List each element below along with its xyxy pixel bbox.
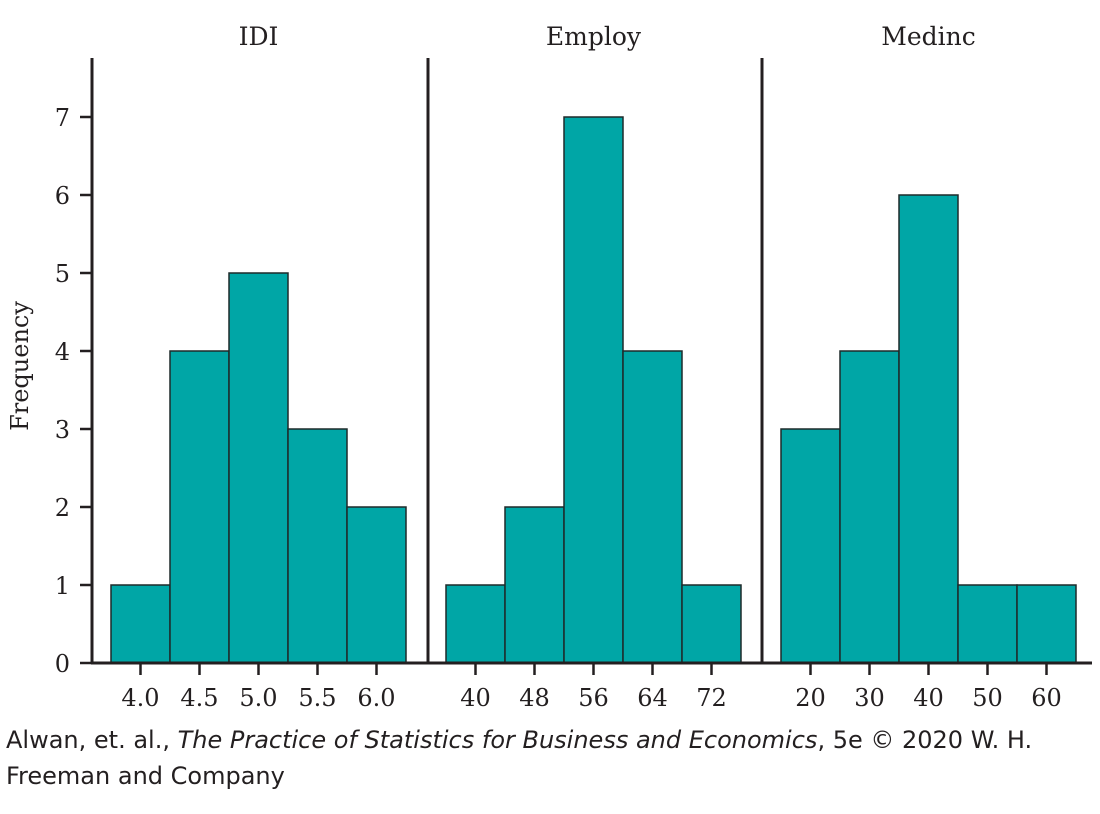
histogram-bar [898,194,959,664]
y-axis-label: Frequency [6,301,34,431]
x-tick-label: 48 [519,684,550,712]
histogram-bar [681,584,742,664]
histogram-bar [1016,584,1077,664]
y-tick-label: 1 [55,572,70,600]
panel-title: IDI [239,22,279,51]
panel-title: Medinc [881,22,976,51]
histogram-bar [110,584,171,664]
histogram-bar [839,350,900,664]
x-tick-label: 40 [460,684,491,712]
histogram-bar [445,584,506,664]
credit-book-title: The Practice of Statistics for Business … [177,726,818,754]
x-tick-label: 72 [696,684,727,712]
histogram-bar [287,428,348,664]
y-tick-label: 3 [55,416,70,444]
credit-authors: Alwan, et. al., [6,726,178,754]
histogram-bar [169,350,230,664]
histogram-bar [563,116,624,664]
histogram-bar [780,428,841,664]
y-tick-label: 6 [55,182,70,210]
x-tick-label: 5.0 [239,684,277,712]
x-tick-label: 4.5 [180,684,218,712]
credit-edition-publisher: , 5e © 2020 W. H. Freeman and Company [6,726,1033,790]
y-tick-label: 4 [55,338,70,366]
x-tick-label: 4.0 [121,684,159,712]
x-tick-label: 64 [637,684,668,712]
y-tick-label: 5 [55,260,70,288]
x-tick-label: 20 [795,684,826,712]
panel-title: Employ [546,22,642,51]
y-tick-label: 0 [55,650,70,678]
histogram-bar [346,506,407,664]
x-tick-label: 60 [1031,684,1062,712]
histogram-bar [622,350,683,664]
y-tick-label: 7 [55,104,70,132]
y-tick-label: 2 [55,494,70,522]
x-tick-label: 50 [972,684,1003,712]
source-credit: Alwan, et. al., The Practice of Statisti… [6,722,1096,794]
x-tick-label: 40 [913,684,944,712]
x-tick-label: 56 [578,684,609,712]
histogram-bar [504,506,565,664]
x-tick-label: 30 [854,684,885,712]
histogram-bar [228,272,289,664]
x-tick-label: 5.5 [298,684,336,712]
histogram-bar [957,584,1018,664]
x-tick-label: 6.0 [357,684,395,712]
